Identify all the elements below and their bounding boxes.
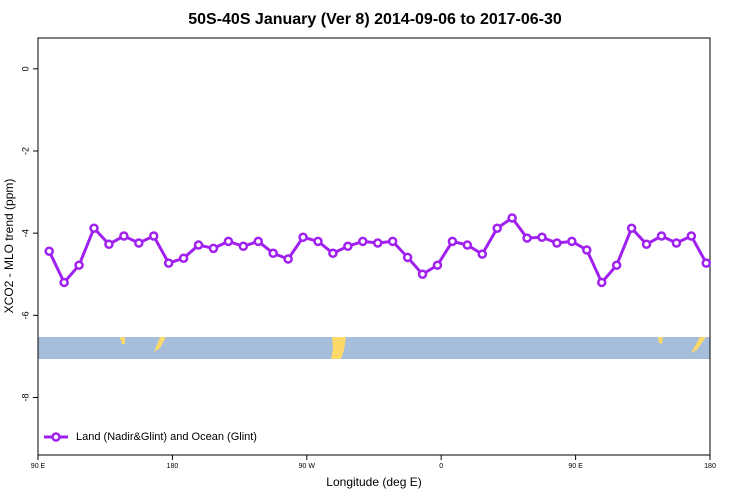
land [154, 337, 166, 352]
point [193, 240, 204, 250]
x-tick-label: 90 E [568, 463, 583, 470]
point [656, 231, 667, 241]
point [686, 231, 697, 241]
map-strip [38, 337, 710, 359]
point [626, 223, 637, 233]
point [298, 232, 308, 243]
point [163, 258, 174, 268]
point [417, 269, 428, 279]
point [701, 258, 712, 268]
point [507, 213, 517, 223]
land [120, 337, 125, 344]
point [552, 238, 562, 248]
point [372, 238, 383, 248]
point [641, 239, 652, 249]
point [537, 232, 547, 243]
x-tick-label: 180 [167, 463, 179, 470]
y-tick-label: 0 [20, 66, 30, 71]
point [313, 236, 323, 247]
y-tick-label: -8 [20, 393, 30, 401]
point [596, 277, 607, 288]
point [582, 245, 592, 255]
point [343, 241, 353, 252]
point [268, 248, 278, 259]
x-tick-label: 90 W [299, 463, 316, 470]
plot-frame [37, 37, 711, 456]
point [44, 246, 54, 256]
point [223, 236, 234, 247]
x-tick-label: 180 [704, 463, 716, 470]
point [238, 241, 249, 252]
ocean-band [38, 337, 710, 359]
point [567, 236, 577, 247]
point [89, 223, 99, 233]
point [119, 231, 129, 241]
point [253, 236, 264, 247]
point [358, 236, 368, 247]
point [671, 238, 682, 248]
x-tick-label: 0 [439, 463, 443, 470]
point [134, 238, 144, 248]
point [492, 223, 502, 233]
point [447, 236, 458, 247]
land [331, 337, 346, 359]
point [59, 277, 69, 288]
land [691, 337, 706, 353]
chart-title: 50S-40S January (Ver 8) 2014-09-06 to 20… [188, 11, 562, 28]
point [462, 240, 473, 250]
x-tick-label: 90 E [31, 463, 46, 470]
y-tick-label: -6 [20, 311, 30, 319]
point [387, 236, 398, 247]
point [477, 249, 488, 259]
point [432, 260, 443, 270]
y-tick-label: -4 [20, 229, 30, 237]
point [611, 260, 622, 270]
legend-marker [51, 432, 61, 442]
y-axis-label: XCO2 - MLO trend (ppm) [2, 179, 16, 314]
point [328, 248, 338, 259]
point [522, 233, 532, 243]
point [402, 252, 413, 263]
point [74, 260, 84, 270]
legend-label: Land (Nadir&Glint) and Ocean (Glint) [76, 431, 257, 443]
x-axis-label: Longitude (deg E) [326, 475, 421, 489]
land [658, 337, 663, 344]
point [208, 243, 219, 254]
y-tick-label: -2 [20, 147, 30, 155]
point [104, 239, 114, 249]
point [283, 254, 293, 264]
point [148, 231, 159, 241]
point [178, 253, 189, 263]
